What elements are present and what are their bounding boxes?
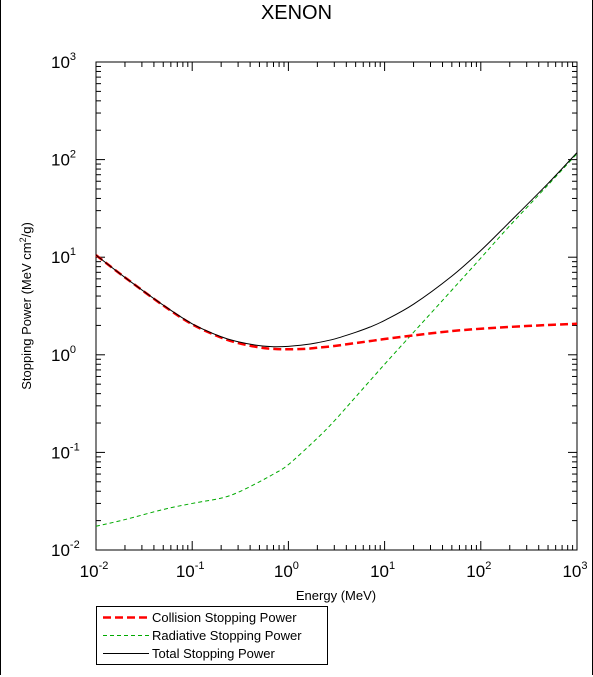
y-tick-label: 101 <box>51 246 76 267</box>
plot-area <box>95 61 578 551</box>
x-tick-label: 100 <box>274 560 299 581</box>
legend-item-radiative: Radiative Stopping Power <box>97 626 327 645</box>
legend-swatch-radiative <box>103 635 149 636</box>
legend-item-total: Total Stopping Power <box>97 644 327 663</box>
legend-label-radiative: Radiative Stopping Power <box>152 628 302 643</box>
series-lines <box>95 152 578 527</box>
x-tick-label: 10-2 <box>80 560 109 581</box>
y-tick-label: 10-1 <box>51 441 80 462</box>
legend-label-total: Total Stopping Power <box>152 646 275 661</box>
collision-stopping-power-line <box>95 254 578 351</box>
radiative-stopping-power-line <box>95 153 578 527</box>
legend-label-collision: Collision Stopping Power <box>152 610 297 625</box>
chart-title: XENON <box>260 2 333 24</box>
y-axis-label: Stopping Power (MeV cm2/g) <box>18 222 34 390</box>
legend-swatch-collision <box>103 616 149 619</box>
axis-ticks <box>95 61 578 551</box>
x-tick-label: 102 <box>466 560 491 581</box>
y-tick-label: 102 <box>51 149 76 170</box>
y-tick-label: 10-2 <box>51 539 80 560</box>
x-tick-label: 103 <box>562 560 587 581</box>
total-stopping-power-line <box>95 152 578 348</box>
legend-swatch-total <box>103 653 149 654</box>
x-tick-label: 10-1 <box>176 560 205 581</box>
axis-tick-labels: 10-2 10-1 100 101 102 103 10-2 10-1 100 101 102 103 <box>51 51 588 581</box>
x-axis-label: Energy (MeV) <box>296 588 376 603</box>
x-tick-label: 101 <box>370 560 395 581</box>
y-tick-label: 100 <box>51 344 76 365</box>
chart-legend: Collision Stopping Power Radiative Stopp… <box>96 606 328 665</box>
y-tick-label: 103 <box>51 51 76 72</box>
legend-item-collision: Collision Stopping Power <box>97 608 327 627</box>
